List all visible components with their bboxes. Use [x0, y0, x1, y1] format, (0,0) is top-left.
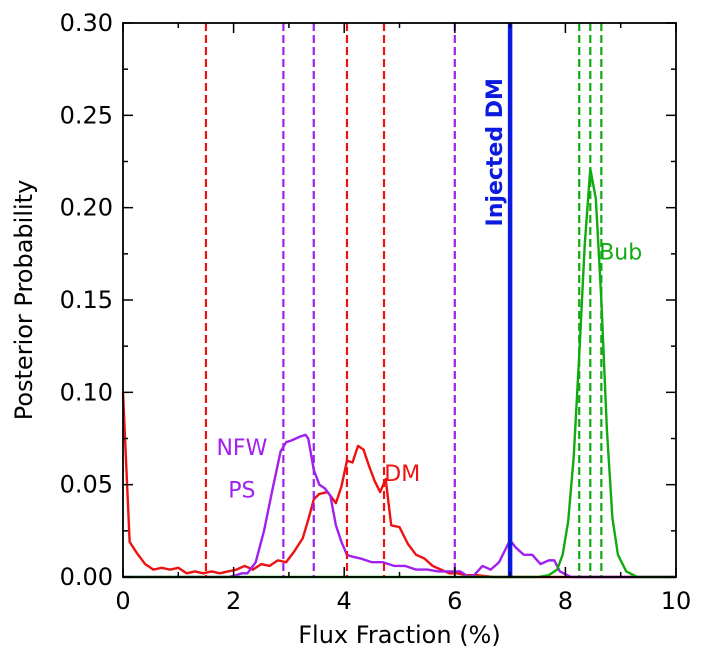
x-axis-label: Flux Fraction (%) [298, 621, 500, 649]
y-tick-label: 0.15 [60, 286, 113, 314]
x-tick-label: 8 [558, 587, 573, 615]
label-bub: Bub [599, 240, 642, 265]
x-tick-label: 6 [447, 587, 462, 615]
x-tick-label: 0 [115, 587, 130, 615]
y-tick-label: 0.20 [60, 194, 113, 222]
annotations: NFW PS DM Bub Injected DM [216, 78, 642, 504]
label-dm: DM [384, 462, 420, 487]
x-tick-label: 10 [661, 587, 692, 615]
axis-ticks: 0 2 4 6 8 10 0.00 0.05 0.10 0.15 0.20 0.25 0.30 [60, 9, 692, 615]
y-tick-label: 0.05 [60, 471, 113, 499]
plot-lines [121, 167, 676, 579]
confidence-lines [204, 23, 603, 577]
series-line-bub [123, 167, 676, 579]
series-line-nfw-ps [123, 433, 676, 579]
y-tick-label: 0.10 [60, 378, 113, 406]
y-tick-label: 0.00 [60, 563, 113, 591]
y-axis-label: Posterior Probability [10, 180, 38, 421]
label-injected-dm: Injected DM [483, 78, 508, 226]
x-tick-label: 4 [337, 587, 352, 615]
label-ps: PS [228, 479, 255, 504]
x-tick-label: 2 [226, 587, 241, 615]
y-tick-label: 0.30 [60, 9, 113, 37]
y-tick-label: 0.25 [60, 101, 113, 129]
label-nfw: NFW [216, 436, 267, 461]
